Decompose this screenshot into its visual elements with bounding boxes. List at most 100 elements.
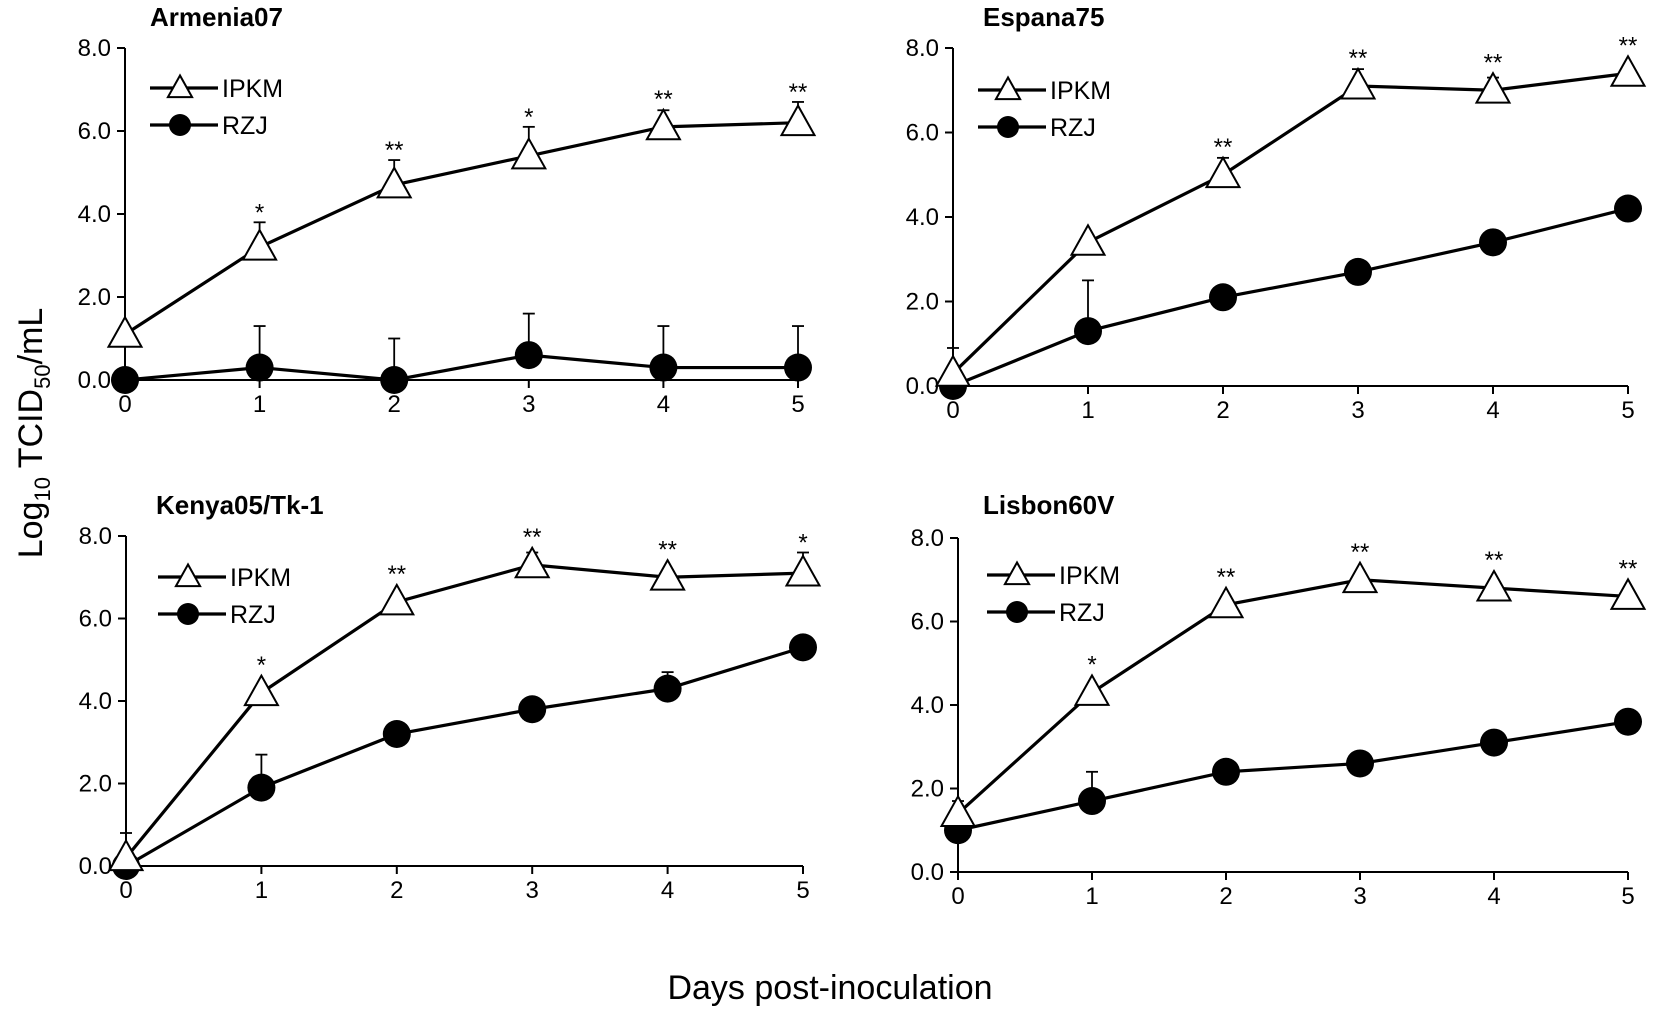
x-tick-label: 4 <box>661 877 674 904</box>
chart-title: Armenia07 <box>150 2 283 32</box>
chart-title: Kenya05/Tk-1 <box>156 490 324 520</box>
series-line-ipkm <box>956 578 1629 815</box>
data-point-circle <box>1078 787 1106 816</box>
legend-label: RZJ <box>1050 114 1096 142</box>
legend-label: RZJ <box>1059 599 1105 627</box>
chart-title: Lisbon60V <box>983 490 1115 520</box>
x-tick-label: 3 <box>1353 883 1366 910</box>
data-point-circle <box>1212 757 1240 786</box>
data-point-triangle <box>1609 54 1647 87</box>
x-tick-label: 4 <box>1486 397 1499 424</box>
x-tick-label: 3 <box>522 391 535 418</box>
legend-marker-circle <box>997 116 1019 138</box>
significance-marker: * <box>1087 651 1096 678</box>
significance-marker: ** <box>789 79 808 106</box>
legend-item-rzj: RZJ <box>158 601 276 629</box>
legend-marker-circle <box>169 114 191 136</box>
data-point-circle <box>245 353 274 382</box>
x-tick-label: 2 <box>1216 397 1229 424</box>
x-tick-label: 0 <box>118 391 131 418</box>
y-axis-label-mid: TCID <box>12 389 50 477</box>
data-point-triangle <box>784 553 822 587</box>
data-point-triangle <box>1207 585 1245 619</box>
data-point-circle <box>518 695 547 724</box>
y-tick-label: 8.0 <box>906 35 939 62</box>
data-point-triangle <box>1474 71 1512 104</box>
x-tick-label: 4 <box>1487 883 1500 910</box>
data-point-triangle <box>1069 223 1107 256</box>
x-tick-label: 5 <box>1621 397 1634 424</box>
significance-marker: ** <box>387 561 406 588</box>
y-tick-label: 2.0 <box>906 289 939 316</box>
series-line-rzj <box>957 720 1629 832</box>
significance-marker: * <box>255 199 264 226</box>
series-line-rzj <box>124 353 798 382</box>
significance-marker: ** <box>523 524 542 551</box>
data-point-circle <box>514 341 543 370</box>
data-point-circle <box>784 353 812 382</box>
chart-panel-2: Kenya05/Tk-10.02.04.06.08.00 1 2 3 4 5***** **… <box>79 490 822 904</box>
data-point-circle <box>382 720 411 748</box>
data-point-triangle <box>241 228 278 261</box>
series-rzj <box>944 707 1642 845</box>
data-point-triangle <box>649 558 686 591</box>
x-tick-label: 3 <box>526 877 539 904</box>
y-tick-label: 0.0 <box>78 367 111 394</box>
data-point-circle <box>649 353 678 382</box>
y-tick-label: 4.0 <box>911 692 944 719</box>
x-tick-label: 5 <box>791 391 804 418</box>
data-point-triangle <box>645 107 682 141</box>
series-rzj <box>939 194 1642 400</box>
data-point-circle <box>1614 194 1642 223</box>
y-tick-label: 4.0 <box>906 204 939 231</box>
legend-marker-triangle <box>174 562 202 588</box>
x-tick-label: 5 <box>796 877 809 904</box>
data-point-triangle <box>779 103 817 137</box>
significance-marker: ** <box>1619 555 1638 582</box>
data-point-triangle <box>375 165 413 199</box>
data-point-triangle <box>513 545 551 579</box>
legend-marker-triangle <box>1003 560 1031 586</box>
data-point-circle <box>1480 728 1508 757</box>
significance-marker: ** <box>1351 539 1370 566</box>
data-point-circle <box>247 773 276 802</box>
y-axis-label-sub10: 10 <box>30 477 55 501</box>
series-ipkm <box>939 560 1647 827</box>
y-axis-label: Log10 TCID50/mL <box>12 308 55 559</box>
data-point-circle <box>1209 283 1237 312</box>
data-point-triangle <box>1341 560 1379 594</box>
legend-item-rzj: RZJ <box>978 114 1096 142</box>
data-point-triangle <box>934 354 972 387</box>
legend-marker-triangle <box>994 75 1022 101</box>
significance-marker: ** <box>1485 547 1504 574</box>
x-tick-label: 1 <box>253 391 266 418</box>
significance-marker: ** <box>1349 45 1368 72</box>
legend-item-ipkm: IPKM <box>158 562 291 592</box>
y-tick-label: 4.0 <box>78 201 111 228</box>
data-point-circle <box>1479 228 1507 257</box>
series-rzj <box>111 312 812 394</box>
legend-label: RZJ <box>230 601 276 629</box>
significance-marker: ** <box>1214 134 1233 161</box>
legend-label: IPKM <box>1050 77 1111 105</box>
y-tick-label: 2.0 <box>79 771 112 798</box>
data-point-triangle <box>1204 155 1242 189</box>
legend-label: RZJ <box>222 112 268 140</box>
legend-label: IPKM <box>230 564 291 592</box>
significance-marker: * <box>524 104 533 131</box>
y-tick-label: 0.0 <box>79 853 112 880</box>
legend-marker-circle <box>1006 601 1028 623</box>
data-point-triangle <box>1475 568 1513 602</box>
series-rzj <box>112 633 817 880</box>
y-tick-label: 0.0 <box>911 859 944 886</box>
y-axis-label-sub50: 50 <box>30 364 55 388</box>
y-tick-label: 4.0 <box>79 688 112 715</box>
data-point-circle <box>789 633 817 662</box>
legend-item-rzj: RZJ <box>987 599 1105 627</box>
series-ipkm <box>107 545 822 872</box>
data-point-triangle <box>1073 673 1111 706</box>
y-tick-label: 8.0 <box>79 523 112 550</box>
y-tick-label: 8.0 <box>78 35 111 62</box>
data-point-triangle <box>939 794 977 827</box>
